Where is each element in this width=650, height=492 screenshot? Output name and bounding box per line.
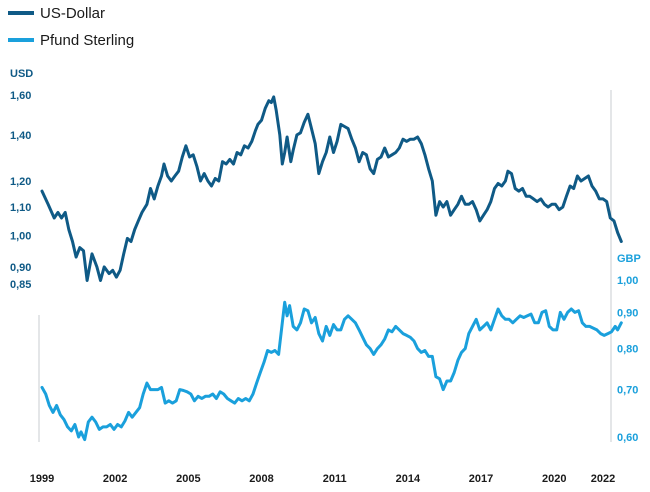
usd-tick-label: 1,20 (10, 176, 31, 188)
gbp-tick-label: 0,60 (617, 432, 638, 444)
x-tick-label: 2005 (176, 473, 200, 485)
series-line-pfund-sterling (40, 300, 623, 442)
usd-axis-ticks: 0,85 0,90 1,00 1,10 1,20 1,40 1,60 (10, 90, 31, 291)
gbp-tick-label: 0,80 (617, 344, 638, 356)
gbp-tick-label: 0,90 (617, 307, 638, 319)
gbp-tick-label: 1,00 (617, 275, 638, 287)
legend-label-usd: US-Dollar (40, 5, 105, 22)
legend-label-gbp: Pfund Sterling (40, 32, 134, 49)
x-tick-label: 1999 (30, 473, 54, 485)
x-tick-label: 2014 (396, 473, 421, 485)
usd-tick-label: 1,40 (10, 130, 31, 142)
gbp-tick-label: 0,70 (617, 385, 638, 397)
series-line-us-dollar (40, 95, 623, 282)
x-tick-label: 2011 (323, 473, 347, 485)
x-tick-label: 2008 (249, 473, 273, 485)
usd-axis-unit-label: USD (10, 68, 33, 80)
legend: US-Dollar Pfund Sterling (8, 5, 134, 49)
usd-tick-label: 1,00 (10, 230, 31, 242)
x-tick-label: 2002 (103, 473, 127, 485)
usd-tick-label: 0,90 (10, 262, 31, 274)
gbp-axis-ticks: 0,60 0,70 0,80 0,90 1,00 (617, 275, 638, 444)
x-tick-label: 2017 (469, 473, 493, 485)
x-axis-ticks: 1999 2002 2005 2008 2011 2014 2017 2020 2022 (30, 473, 615, 485)
usd-tick-label: 1,10 (10, 202, 31, 214)
gbp-axis-unit-label: GBP (617, 253, 641, 265)
usd-tick-label: 0,85 (10, 279, 31, 291)
usd-tick-label: 1,60 (10, 90, 31, 102)
x-tick-label: 2020 (542, 473, 566, 485)
x-tick-label: 2022 (591, 473, 615, 485)
